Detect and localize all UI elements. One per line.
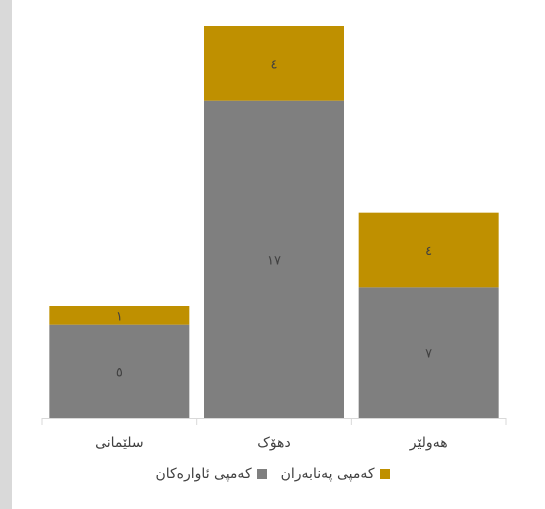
data-label: ٤	[425, 244, 432, 259]
x-tick-label: سلێمانی	[95, 435, 144, 451]
x-tick-label: هەولێر	[409, 435, 448, 451]
bar-segment	[49, 306, 190, 325]
legend-swatch-idp-camps	[256, 469, 267, 479]
legend: کەمپی پەنابەران کەمپی ئاوارەکان	[0, 466, 545, 482]
bar-segment	[358, 287, 499, 418]
legend-swatch-refugee-camps	[379, 469, 390, 479]
legend-item-idp-camps: کەمپی ئاوارەکان	[155, 466, 267, 482]
legend-item-refugee-camps: کەمپی پەنابەران	[281, 466, 390, 482]
legend-label-refugee-camps: کەمپی پەنابەران	[280, 466, 375, 482]
data-label: ١٧	[267, 253, 281, 268]
bar-segment	[358, 212, 499, 288]
legend-label-idp-camps: کەمپی ئاوارەکان	[155, 466, 252, 482]
data-label: ٧	[425, 347, 432, 362]
x-tick-label: دهۆک	[257, 435, 290, 451]
bar-segment	[204, 26, 344, 101]
data-label: ٥	[116, 365, 123, 380]
data-label: ٤	[271, 57, 278, 72]
bar-segment	[49, 324, 190, 418]
bar-segment	[204, 100, 344, 419]
data-label: ١	[116, 309, 123, 324]
